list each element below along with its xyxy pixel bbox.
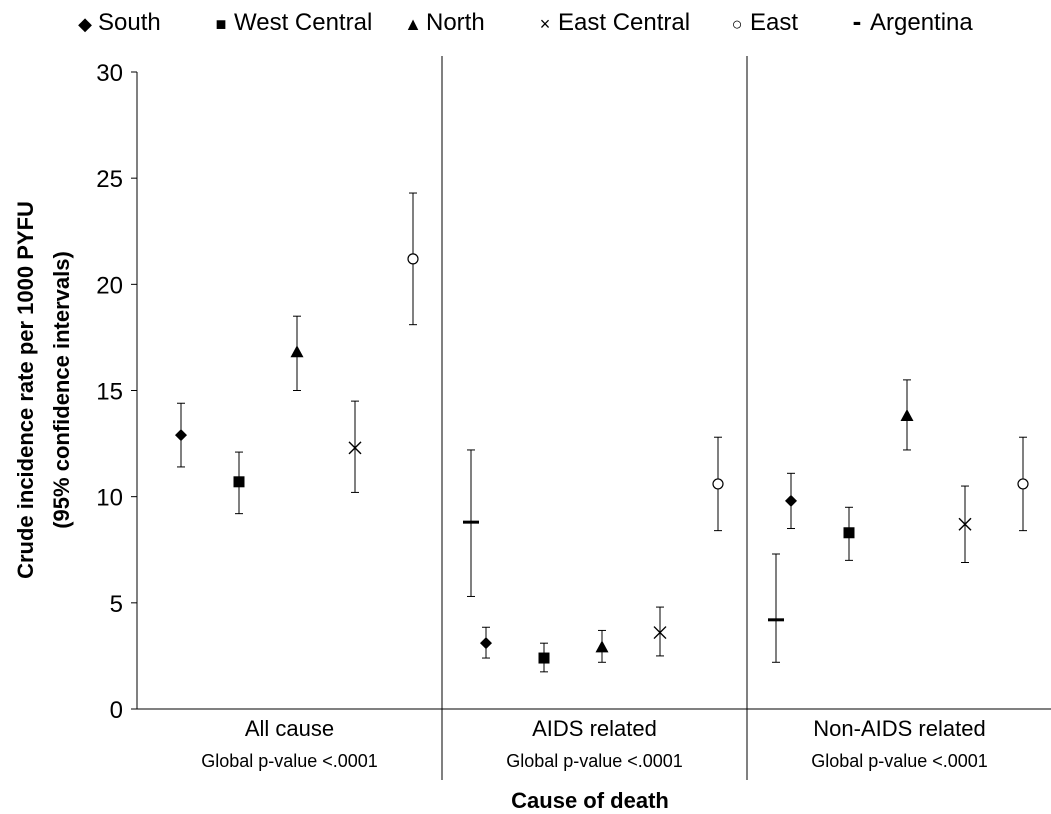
legend-item-west-central: ■ West Central — [216, 9, 373, 36]
legend-item-east-central: × East Central — [540, 9, 690, 36]
point-north-aids-related — [595, 629, 609, 663]
point-north-all-cause — [290, 315, 304, 391]
x-axis-categories: All cause Global p-value <.0001 AIDS relat… — [201, 716, 988, 771]
marker-x — [653, 626, 667, 640]
y-tick-label: 30 — [96, 60, 123, 87]
legend-label: East — [750, 9, 798, 36]
point-argentina-aids-related — [768, 553, 784, 663]
legend: ◆ South ■ West Central ▲ North × East Central ○ E… — [78, 6, 973, 36]
legend-marker-dash: - — [853, 6, 862, 36]
marker-diamond — [175, 429, 187, 442]
y-axis-title-line: (95% confidence intervals) — [49, 251, 74, 529]
point-east-central-all-cause — [348, 400, 362, 493]
legend-marker-x: × — [540, 14, 551, 34]
marker-square — [538, 652, 550, 664]
y-axis: 0 5 10 15 20 25 30 — [96, 60, 1051, 724]
legend-label: North — [426, 9, 485, 36]
marker-square — [233, 476, 245, 488]
marker-dash — [463, 520, 479, 524]
point-south-non-aids-related — [785, 472, 797, 530]
y-tick-label: 20 — [96, 272, 123, 299]
y-axis-title-line: Crude incidence rate per 1000 PYFU — [13, 201, 38, 579]
legend-marker-square: ■ — [216, 14, 227, 34]
legend-marker-triangle: ▲ — [404, 14, 422, 34]
category-label: All cause — [245, 716, 334, 741]
marker-triangle — [595, 640, 609, 653]
category-pvalue: Global p-value <.0001 — [201, 751, 378, 771]
legend-label: South — [98, 9, 161, 36]
point-south-aids-related — [480, 626, 492, 659]
marker-diamond — [480, 637, 492, 650]
y-tick-label: 15 — [96, 379, 123, 406]
point-west-central-all-cause — [233, 451, 245, 515]
marker-triangle — [290, 345, 304, 358]
category-pvalue: Global p-value <.0001 — [506, 751, 683, 771]
point-west-central-non-aids-related — [843, 506, 855, 561]
legend-marker-diamond: ◆ — [78, 14, 92, 34]
category-label: AIDS related — [532, 716, 657, 741]
marker-circle — [407, 253, 419, 265]
point-east-central-aids-related — [653, 606, 667, 657]
category-pvalue: Global p-value <.0001 — [811, 751, 988, 771]
legend-label: Argentina — [870, 9, 973, 36]
point-east-aids-related — [712, 436, 724, 532]
marker-dash — [768, 618, 784, 622]
data-marks — [175, 192, 1029, 673]
legend-item-south: ◆ South — [78, 9, 161, 36]
marker-circle — [712, 478, 724, 490]
point-east-central-non-aids-related — [958, 485, 972, 563]
category-label: Non-AIDS related — [813, 716, 985, 741]
legend-label: East Central — [558, 9, 690, 36]
marker-square — [843, 527, 855, 539]
marker-x — [958, 517, 972, 531]
marker-x — [348, 441, 362, 455]
y-tick-label: 0 — [110, 697, 123, 724]
y-tick-label: 5 — [110, 591, 123, 618]
legend-label: West Central — [234, 9, 372, 36]
legend-item-east: ○ East — [732, 9, 799, 36]
point-north-non-aids-related — [900, 379, 914, 451]
point-east-non-aids-related — [1017, 436, 1029, 532]
point-argentina-all-cause — [463, 449, 479, 597]
y-tick-label: 10 — [96, 485, 123, 512]
marker-triangle — [900, 408, 914, 421]
legend-item-argentina: - Argentina — [853, 6, 974, 36]
point-east-all-cause — [407, 192, 419, 326]
marker-diamond — [785, 494, 797, 507]
marker-circle — [1017, 478, 1029, 490]
legend-marker-circle: ○ — [732, 14, 743, 34]
category-separators — [441, 56, 748, 780]
legend-item-north: ▲ North — [404, 9, 485, 36]
point-south-all-cause — [175, 402, 187, 468]
point-west-central-aids-related — [538, 642, 550, 673]
x-axis-title: Cause of death — [511, 788, 669, 813]
y-tick-label: 25 — [96, 166, 123, 193]
y-axis-title: Crude incidence rate per 1000 PYFU (95% c… — [13, 201, 74, 579]
